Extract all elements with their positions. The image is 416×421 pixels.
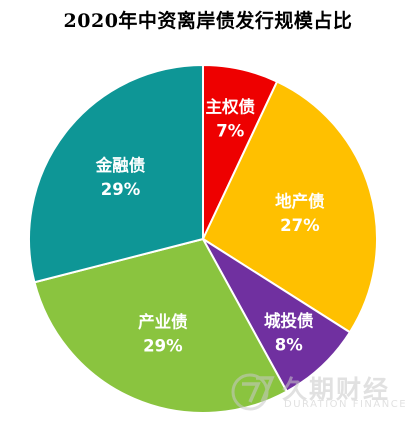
slice-label-value-4: 29% [101,180,141,199]
chart-title: 2020年中资离岸债发行规模占比 [63,10,353,32]
slice-label-value-2: 8% [275,335,303,354]
slice-label-value-1: 27% [280,216,320,235]
slice-label-value-3: 29% [143,337,183,356]
slice-label-value-0: 7% [216,122,244,141]
slice-label-name-2: 城投债 [264,310,314,330]
slice-label-name-3: 产业债 [138,312,188,332]
pie-slice-1 [201,80,378,334]
pie-slice-4 [28,63,204,284]
slice-label-name-0: 主权债 [206,97,256,117]
slice-label-name-4: 金融债 [95,155,146,175]
slice-label-name-1: 地产债 [275,191,325,211]
